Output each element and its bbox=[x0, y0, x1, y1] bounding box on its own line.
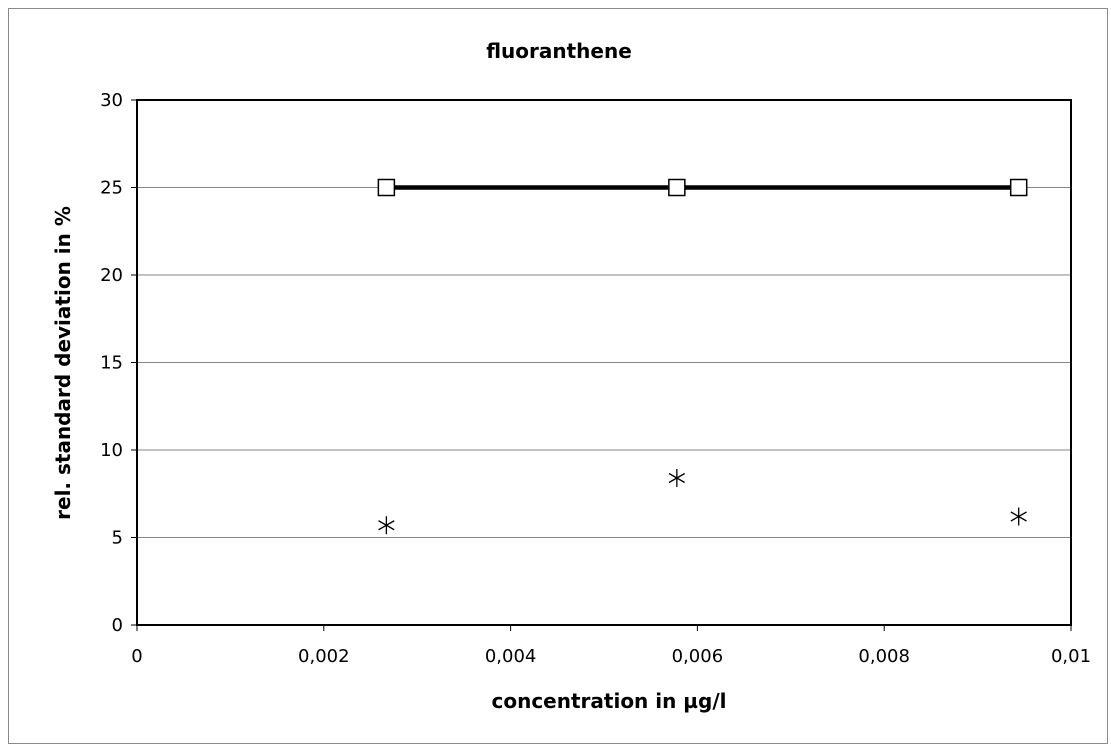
y-tick-label: 15 bbox=[100, 353, 123, 374]
x-tick-label: 0,008 bbox=[858, 646, 910, 667]
y-tick-label: 0 bbox=[112, 615, 123, 636]
x-tick-label: 0,01 bbox=[1051, 646, 1091, 667]
asterisk-marker bbox=[668, 469, 686, 487]
x-tick-label: 0,006 bbox=[672, 646, 724, 667]
asterisk-marker bbox=[1010, 507, 1027, 526]
series-layer bbox=[377, 178, 1028, 535]
x-tick-label: 0,004 bbox=[485, 646, 537, 667]
x-tick-label: 0,002 bbox=[298, 646, 350, 667]
grid-lines bbox=[137, 187, 1071, 538]
y-tick-label: 10 bbox=[100, 440, 123, 461]
data-series bbox=[377, 178, 1028, 197]
y-axis: 0 5 10 15 20 25 30 bbox=[100, 90, 137, 636]
square-marker bbox=[1009, 178, 1028, 197]
chart-frame bbox=[8, 8, 1108, 744]
square-marker bbox=[377, 178, 396, 197]
x-axis: 0 0,002 0,004 0,006 0,008 0,01 bbox=[131, 625, 1091, 667]
asterisk-marker bbox=[378, 516, 395, 535]
y-tick-label: 20 bbox=[100, 265, 123, 286]
y-tick-label: 25 bbox=[100, 178, 123, 199]
y-tick-label: 5 bbox=[112, 528, 123, 549]
data-series bbox=[378, 469, 1027, 535]
y-tick-label: 30 bbox=[100, 90, 123, 111]
chart-title: fluoranthene bbox=[486, 39, 632, 63]
x-tick-label: 0 bbox=[131, 646, 142, 667]
y-axis-label: rel. standard deviation in % bbox=[51, 206, 75, 520]
square-marker bbox=[668, 178, 686, 197]
x-axis-label: concentration in µg/l bbox=[491, 689, 726, 713]
